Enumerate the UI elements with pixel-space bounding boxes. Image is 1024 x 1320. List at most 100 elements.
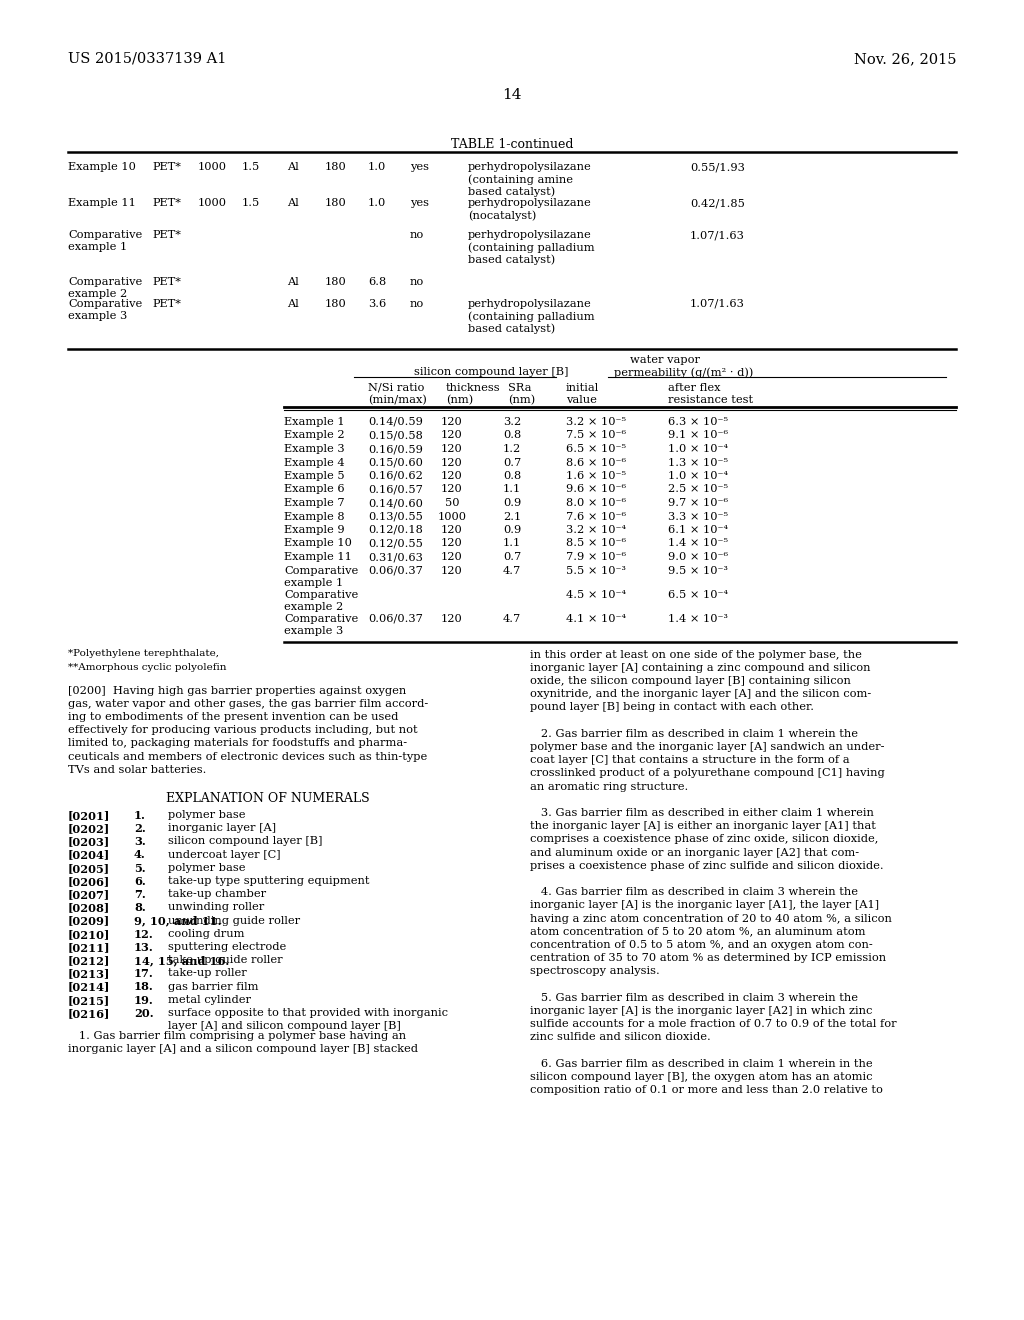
Text: [0204]: [0204] xyxy=(68,850,111,861)
Text: 1.0 × 10⁻⁴: 1.0 × 10⁻⁴ xyxy=(668,444,728,454)
Text: no: no xyxy=(410,300,424,309)
Text: TVs and solar batteries.: TVs and solar batteries. xyxy=(68,764,207,775)
Text: unwinding roller: unwinding roller xyxy=(168,903,264,912)
Text: permeability (g/(m² · d)): permeability (g/(m² · d)) xyxy=(614,367,754,378)
Text: 3.2: 3.2 xyxy=(503,417,521,426)
Text: 6.8: 6.8 xyxy=(368,277,386,286)
Text: initial: initial xyxy=(566,383,599,393)
Text: zinc sulfide and silicon dioxide.: zinc sulfide and silicon dioxide. xyxy=(530,1032,711,1043)
Text: Comparative: Comparative xyxy=(284,565,358,576)
Text: Example 8: Example 8 xyxy=(284,511,345,521)
Text: take-up chamber: take-up chamber xyxy=(168,890,266,899)
Text: 6.3 × 10⁻⁵: 6.3 × 10⁻⁵ xyxy=(668,417,728,426)
Text: 0.12/0.55: 0.12/0.55 xyxy=(368,539,423,549)
Text: Nov. 26, 2015: Nov. 26, 2015 xyxy=(853,51,956,66)
Text: inorganic layer [A] is the inorganic layer [A2] in which zinc: inorganic layer [A] is the inorganic lay… xyxy=(530,1006,872,1016)
Text: 1.5: 1.5 xyxy=(242,162,260,172)
Text: PET*: PET* xyxy=(152,277,181,286)
Text: 120: 120 xyxy=(441,430,463,441)
Text: 0.8: 0.8 xyxy=(503,471,521,480)
Text: and aluminum oxide or an inorganic layer [A2] that com-: and aluminum oxide or an inorganic layer… xyxy=(530,847,859,858)
Text: example 3: example 3 xyxy=(284,626,343,635)
Text: 50: 50 xyxy=(444,498,459,508)
Text: 120: 120 xyxy=(441,525,463,535)
Text: 8.5 × 10⁻⁶: 8.5 × 10⁻⁶ xyxy=(566,539,626,549)
Text: limited to, packaging materials for foodstuffs and pharma-: limited to, packaging materials for food… xyxy=(68,738,408,748)
Text: effectively for producing various products including, but not: effectively for producing various produc… xyxy=(68,725,418,735)
Text: in this order at least on one side of the polymer base, the: in this order at least on one side of th… xyxy=(530,649,862,660)
Text: **Amorphous cyclic polyolefin: **Amorphous cyclic polyolefin xyxy=(68,663,226,672)
Text: example 2: example 2 xyxy=(68,289,127,300)
Text: Comparative: Comparative xyxy=(284,614,358,623)
Text: 0.12/0.18: 0.12/0.18 xyxy=(368,525,423,535)
Text: Example 5: Example 5 xyxy=(284,471,345,480)
Text: 1. Gas barrier film comprising a polymer base having an: 1. Gas barrier film comprising a polymer… xyxy=(68,1031,407,1041)
Text: yes: yes xyxy=(410,162,429,172)
Text: the inorganic layer [A] is either an inorganic layer [A1] that: the inorganic layer [A] is either an ino… xyxy=(530,821,876,832)
Text: polymer base: polymer base xyxy=(168,810,246,820)
Text: metal cylinder: metal cylinder xyxy=(168,995,251,1005)
Text: 20.: 20. xyxy=(134,1008,154,1019)
Text: [0208]: [0208] xyxy=(68,903,111,913)
Text: having a zinc atom concentration of 20 to 40 atom %, a silicon: having a zinc atom concentration of 20 t… xyxy=(530,913,892,924)
Text: 1.3 × 10⁻⁵: 1.3 × 10⁻⁵ xyxy=(668,458,728,467)
Text: ing to embodiments of the present invention can be used: ing to embodiments of the present invent… xyxy=(68,711,398,722)
Text: layer [A] and silicon compound layer [B]: layer [A] and silicon compound layer [B] xyxy=(168,1022,400,1031)
Text: 0.7: 0.7 xyxy=(503,552,521,562)
Text: water vapor: water vapor xyxy=(630,355,700,366)
Text: Example 11: Example 11 xyxy=(284,552,352,562)
Text: 1.1: 1.1 xyxy=(503,539,521,549)
Text: oxide, the silicon compound layer [B] containing silicon: oxide, the silicon compound layer [B] co… xyxy=(530,676,851,686)
Text: 120: 120 xyxy=(441,458,463,467)
Text: PET*: PET* xyxy=(152,198,181,209)
Text: 1.0: 1.0 xyxy=(368,162,386,172)
Text: example 2: example 2 xyxy=(284,602,343,611)
Text: 2.: 2. xyxy=(134,824,145,834)
Text: Comparative: Comparative xyxy=(68,277,142,286)
Text: inorganic layer [A] is the inorganic layer [A1], the layer [A1]: inorganic layer [A] is the inorganic lay… xyxy=(530,900,880,911)
Text: based catalyst): based catalyst) xyxy=(468,253,555,264)
Text: 6.: 6. xyxy=(134,876,145,887)
Text: [0205]: [0205] xyxy=(68,863,111,874)
Text: 14: 14 xyxy=(502,88,522,102)
Text: 9.5 × 10⁻³: 9.5 × 10⁻³ xyxy=(668,565,728,576)
Text: perhydropolysilazane: perhydropolysilazane xyxy=(468,162,592,172)
Text: [0216]: [0216] xyxy=(68,1008,111,1019)
Text: example 1: example 1 xyxy=(68,242,127,252)
Text: take-up guide roller: take-up guide roller xyxy=(168,956,283,965)
Text: 1.5: 1.5 xyxy=(242,198,260,209)
Text: US 2015/0337139 A1: US 2015/0337139 A1 xyxy=(68,51,226,66)
Text: inorganic layer [A] and a silicon compound layer [B] stacked: inorganic layer [A] and a silicon compou… xyxy=(68,1044,418,1055)
Text: example 3: example 3 xyxy=(68,312,127,321)
Text: Al: Al xyxy=(287,198,299,209)
Text: 4.1 × 10⁻⁴: 4.1 × 10⁻⁴ xyxy=(566,614,626,623)
Text: 0.14/0.59: 0.14/0.59 xyxy=(368,417,423,426)
Text: 120: 120 xyxy=(441,484,463,495)
Text: perhydropolysilazane: perhydropolysilazane xyxy=(468,300,592,309)
Text: 8.6 × 10⁻⁶: 8.6 × 10⁻⁶ xyxy=(566,458,626,467)
Text: silicon compound layer [B]: silicon compound layer [B] xyxy=(168,837,323,846)
Text: Example 9: Example 9 xyxy=(284,525,345,535)
Text: PET*: PET* xyxy=(152,300,181,309)
Text: [0212]: [0212] xyxy=(68,956,111,966)
Text: ceuticals and members of electronic devices such as thin-type: ceuticals and members of electronic devi… xyxy=(68,751,427,762)
Text: [0214]: [0214] xyxy=(68,982,111,993)
Text: surface opposite to that provided with inorganic: surface opposite to that provided with i… xyxy=(168,1008,449,1018)
Text: (nm): (nm) xyxy=(508,395,536,405)
Text: 0.42/1.85: 0.42/1.85 xyxy=(690,198,744,209)
Text: crosslinked product of a polyurethane compound [C1] having: crosslinked product of a polyurethane co… xyxy=(530,768,885,779)
Text: 180: 180 xyxy=(325,277,347,286)
Text: 120: 120 xyxy=(441,565,463,576)
Text: 9.7 × 10⁻⁶: 9.7 × 10⁻⁶ xyxy=(668,498,728,508)
Text: 180: 180 xyxy=(325,300,347,309)
Text: 120: 120 xyxy=(441,552,463,562)
Text: 3.6: 3.6 xyxy=(368,300,386,309)
Text: [0202]: [0202] xyxy=(68,824,111,834)
Text: coat layer [C] that contains a structure in the form of a: coat layer [C] that contains a structure… xyxy=(530,755,850,766)
Text: Al: Al xyxy=(287,300,299,309)
Text: 2.1: 2.1 xyxy=(503,511,521,521)
Text: 19.: 19. xyxy=(134,995,154,1006)
Text: 180: 180 xyxy=(325,198,347,209)
Text: 120: 120 xyxy=(441,471,463,480)
Text: inorganic layer [A]: inorganic layer [A] xyxy=(168,824,276,833)
